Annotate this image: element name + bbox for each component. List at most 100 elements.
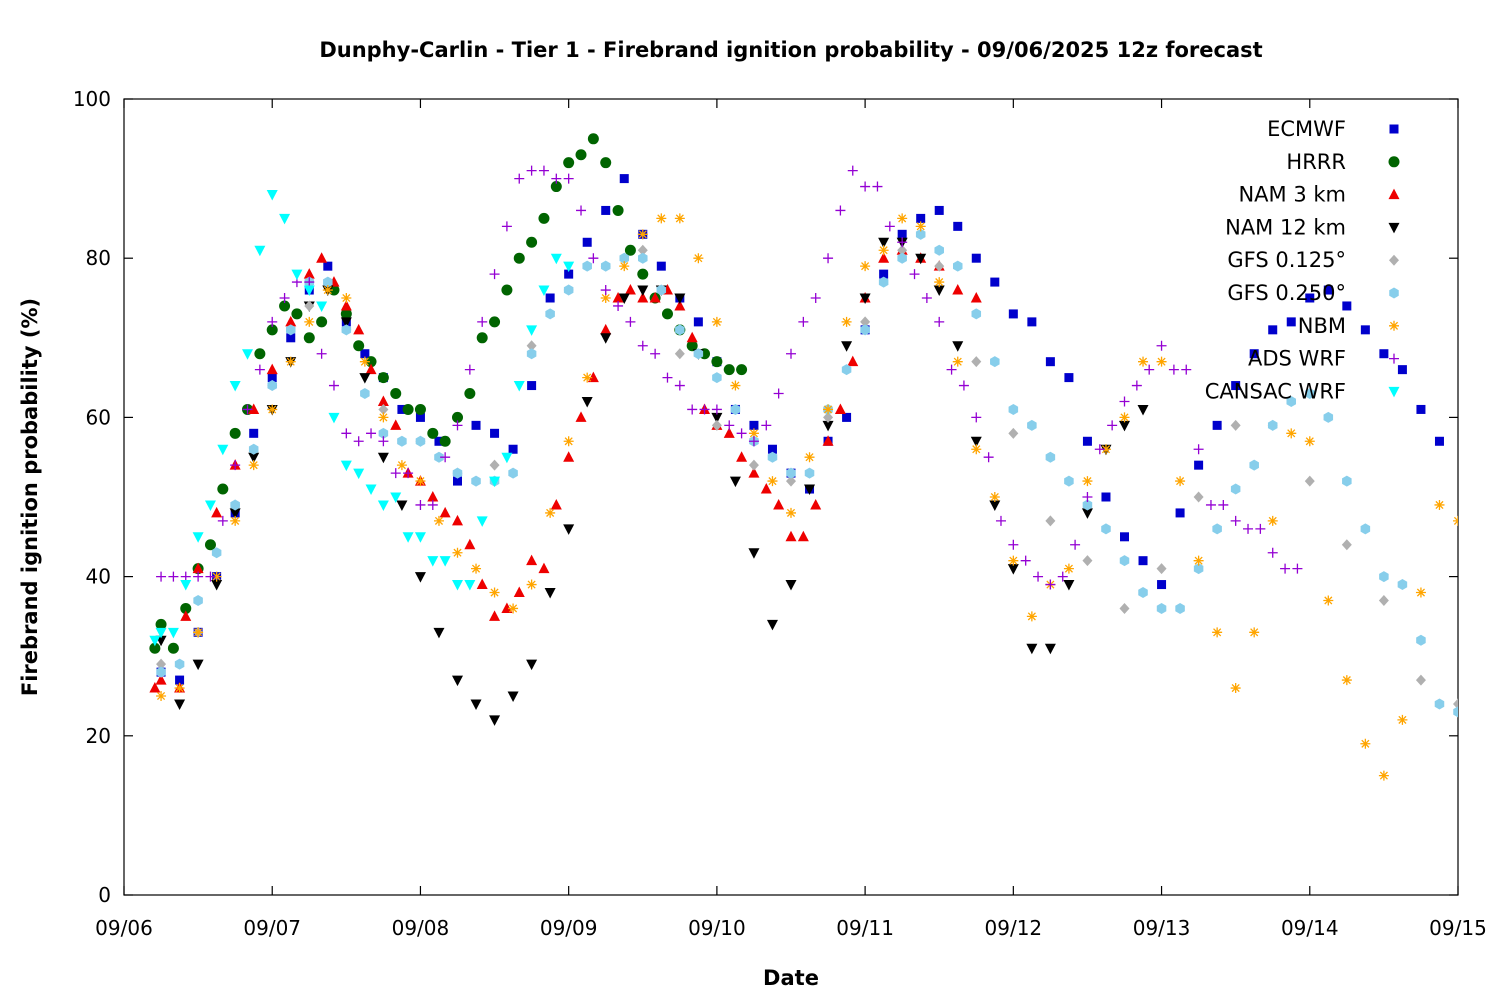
data-point (267, 373, 277, 383)
data-point (211, 580, 223, 591)
data-point (279, 300, 291, 312)
data-point (637, 229, 648, 240)
data-point (995, 515, 1006, 526)
data-point (545, 308, 555, 320)
data-point (1205, 499, 1216, 510)
data-point (860, 316, 871, 328)
data-point (711, 404, 722, 415)
data-point (618, 293, 630, 304)
data-point (860, 261, 871, 272)
data-point (193, 571, 204, 582)
data-point (427, 556, 439, 567)
series-group (149, 133, 748, 654)
data-point (878, 252, 890, 263)
data-point (377, 395, 389, 406)
data-point (897, 252, 907, 264)
data-point (1156, 356, 1167, 367)
data-point (1360, 738, 1371, 749)
data-point (1082, 476, 1093, 487)
data-point (582, 260, 592, 272)
data-point (699, 404, 710, 415)
data-point (804, 484, 816, 496)
data-point (508, 467, 518, 479)
data-point (637, 244, 648, 256)
data-point (192, 562, 204, 574)
data-point (526, 554, 538, 566)
data-point (304, 277, 315, 288)
data-point (1434, 436, 1444, 446)
y-tick-label: 80 (86, 246, 111, 270)
data-point (323, 261, 333, 271)
data-point (563, 436, 574, 447)
data-point (1157, 580, 1167, 590)
data-point (879, 269, 889, 279)
data-point (934, 205, 944, 215)
data-point (934, 316, 945, 327)
data-point (563, 284, 574, 296)
data-point (1156, 602, 1167, 614)
data-point (847, 355, 859, 367)
data-point (377, 372, 389, 384)
data-point (909, 269, 920, 280)
data-point (513, 252, 525, 264)
data-point (1379, 571, 1389, 583)
data-point (156, 666, 166, 678)
data-point (1008, 403, 1019, 415)
data-point (686, 340, 698, 352)
data-point (822, 435, 834, 446)
data-point (1008, 555, 1019, 566)
data-point (155, 674, 167, 685)
data-point (1131, 380, 1142, 391)
data-point (1193, 555, 1204, 566)
data-point (366, 428, 377, 439)
legend: ECMWF HRRR NAM 3 km NAM 12 km GFS 0.125° GFS … (1205, 117, 1400, 403)
data-point (513, 381, 525, 392)
data-point (174, 683, 185, 694)
data-point (538, 165, 549, 176)
data-point (637, 268, 649, 280)
data-point (1045, 579, 1056, 590)
data-point (1119, 420, 1130, 432)
data-point (390, 468, 401, 479)
data-point (952, 356, 963, 367)
data-point (637, 285, 649, 297)
data-point (990, 277, 1000, 287)
data-point (916, 213, 926, 223)
data-point (1212, 420, 1222, 430)
data-point (1304, 436, 1315, 447)
data-point (267, 316, 278, 327)
y-tick-label: 60 (86, 405, 111, 429)
data-point (897, 229, 907, 239)
data-point (285, 356, 296, 367)
data-point (1119, 396, 1130, 407)
data-point (711, 356, 723, 368)
data-point (1020, 555, 1031, 566)
chart-title: Dunphy-Carlin - Tier 1 - Firebrand ignit… (319, 38, 1262, 62)
data-point (365, 484, 377, 496)
data-point (155, 618, 167, 630)
data-point (842, 412, 852, 422)
data-point (619, 261, 630, 272)
data-point (1286, 428, 1297, 439)
data-point (953, 221, 963, 231)
data-point (149, 642, 161, 654)
data-point (748, 548, 760, 559)
data-point (1144, 364, 1155, 375)
data-point (711, 419, 722, 431)
data-point (1360, 523, 1371, 535)
data-point (434, 436, 444, 446)
data-point (229, 427, 241, 439)
data-point (526, 340, 537, 352)
data-point (229, 508, 241, 519)
data-point (1323, 595, 1334, 606)
data-point (1082, 499, 1093, 511)
data-point (1212, 627, 1223, 638)
data-point (600, 333, 612, 344)
data-point (822, 420, 834, 432)
data-point (433, 627, 445, 639)
data-point (340, 299, 352, 311)
data-point (1230, 515, 1241, 526)
data-point (1193, 491, 1204, 503)
data-point (674, 213, 685, 224)
